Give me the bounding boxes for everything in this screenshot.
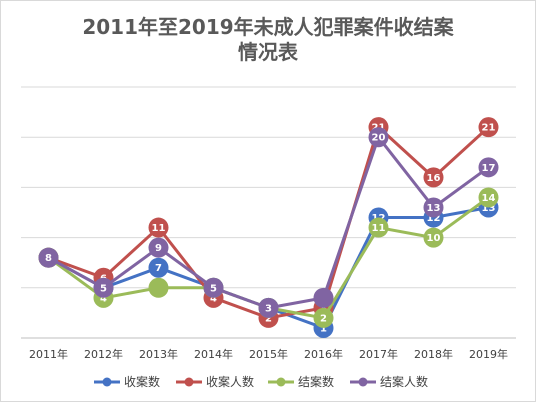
data-point [148, 217, 169, 238]
x-tick-label: 2015年 [249, 347, 288, 361]
legend-label: 结案人数 [380, 374, 428, 389]
x-tick-label: 2018年 [414, 347, 453, 361]
data-label: 13 [427, 203, 441, 214]
data-point [38, 247, 59, 268]
legend-swatch-marker [276, 377, 286, 387]
data-label: 9 [155, 243, 162, 254]
data-label: 16 [427, 173, 441, 184]
data-label: 8 [45, 253, 52, 264]
x-tick-label: 2016年 [304, 347, 343, 361]
data-label: 5 [210, 283, 217, 294]
data-point [313, 307, 334, 328]
data-point [478, 187, 499, 208]
legend-item: 结案人数 [350, 374, 428, 389]
data-label: 11 [372, 223, 386, 234]
data-label: 20 [372, 133, 386, 144]
data-point [478, 117, 499, 138]
data-label: 4 [100, 293, 107, 304]
data-label: 4 [210, 293, 217, 304]
x-axis-tick-labels: 2011年 2012年 2013年 2014年 2015年 2016年 2017年 2018年… [29, 347, 508, 361]
x-tick-label: 2014年 [194, 347, 233, 361]
data-point [478, 157, 499, 178]
legend-item: 收案数 [94, 374, 160, 389]
legend-swatch-marker [102, 377, 112, 387]
data-point [258, 297, 279, 318]
data-label: 2 [265, 313, 272, 324]
data-label: 13 [482, 203, 496, 214]
data-point [93, 277, 114, 298]
data-label: 14 [482, 193, 496, 204]
chart-title-line-2: 情况表 [238, 40, 299, 64]
data-point [423, 167, 444, 188]
data-point [148, 257, 169, 278]
x-tick-label: 2013年 [139, 347, 178, 361]
data-point [368, 127, 389, 148]
data-label: 3 [265, 303, 272, 314]
legend-item: 收案人数 [176, 374, 254, 389]
data-point [148, 237, 169, 258]
data-point [423, 227, 444, 248]
legend-item: 结案数 [268, 374, 334, 389]
chart-title-line-1: 2011年至2019年未成人犯罪案件收结案 [82, 15, 454, 39]
data-label: 5 [100, 283, 107, 294]
x-tick-label: 2017年 [359, 347, 398, 361]
data-label: 7 [155, 263, 162, 274]
legend-swatch-marker [184, 377, 194, 387]
data-label: 2 [320, 313, 327, 324]
data-label: 1 [320, 323, 327, 334]
chart-title: 2011年至2019年未成人犯罪案件收结案 情况表 [82, 15, 454, 64]
data-label: 21 [482, 123, 496, 134]
data-label: 17 [482, 163, 496, 174]
data-label: 10 [427, 233, 441, 244]
data-point [368, 217, 389, 238]
series-4: 8 5 9 5 3 20 13 17 [38, 127, 499, 318]
legend-label: 收案人数 [206, 374, 254, 389]
data-point [203, 277, 224, 298]
x-tick-label: 2012年 [84, 347, 123, 361]
series-lines: 5711212136114232116214211101485953201317 [38, 117, 499, 338]
series-line [47, 125, 490, 320]
legend-swatch-marker [358, 377, 368, 387]
data-label: 11 [152, 223, 166, 234]
x-tick-label: 2019年 [469, 347, 508, 361]
data-point [148, 277, 169, 298]
data-point [423, 197, 444, 218]
legend-label: 收案数 [124, 374, 160, 389]
data-point [313, 287, 334, 308]
legend-label: 结案数 [298, 374, 334, 389]
data-label: 12 [427, 213, 441, 224]
x-tick-label: 2011年 [29, 347, 68, 361]
legend: 收案数 收案人数 结案数 结案人数 [94, 374, 428, 389]
